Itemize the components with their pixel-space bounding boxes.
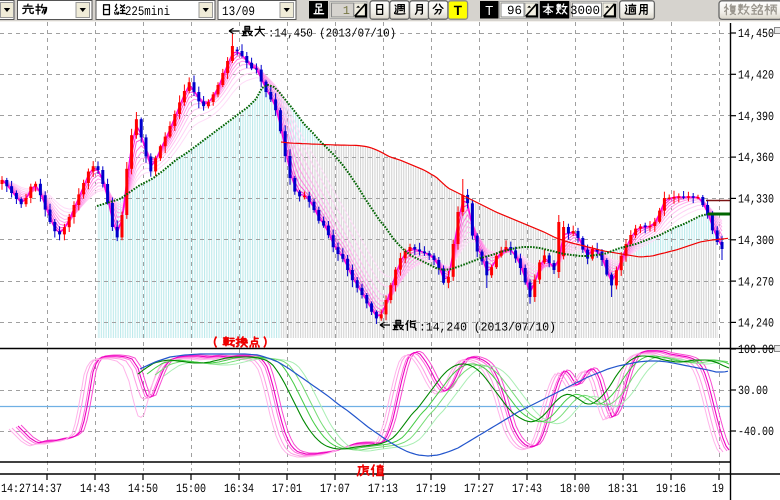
svg-text:18:00: 18:00 xyxy=(560,482,590,496)
svg-text:17:27: 17:27 xyxy=(464,482,494,496)
svg-text:14:43: 14:43 xyxy=(80,482,110,496)
svg-text:14,360: 14,360 xyxy=(738,151,774,165)
svg-text:14,420: 14,420 xyxy=(738,69,774,83)
svg-text:14,390: 14,390 xyxy=(738,110,774,124)
svg-text:30.00: 30.00 xyxy=(738,384,768,398)
svg-text:100.00: 100.00 xyxy=(738,343,774,357)
svg-text:15:00: 15:00 xyxy=(176,482,206,496)
svg-text:14,300: 14,300 xyxy=(738,234,774,248)
svg-text:16:34: 16:34 xyxy=(224,482,254,496)
svg-text:14,270: 14,270 xyxy=(738,275,774,289)
svg-text:14:27: 14:27 xyxy=(1,482,31,496)
svg-text:17:19: 17:19 xyxy=(416,482,446,496)
svg-text:T: T xyxy=(454,3,463,18)
svg-text:14,330: 14,330 xyxy=(738,193,774,207)
svg-text:17:13: 17:13 xyxy=(368,482,398,496)
svg-text:14,450: 14,450 xyxy=(738,27,774,41)
svg-text:-40.00: -40.00 xyxy=(738,425,774,439)
svg-text:14:50: 14:50 xyxy=(128,482,158,496)
svg-text:17:01: 17:01 xyxy=(272,482,302,496)
svg-text:19:16: 19:16 xyxy=(656,482,686,496)
svg-text:1: 1 xyxy=(343,4,350,18)
svg-text:13/09: 13/09 xyxy=(222,4,255,19)
svg-text:17:07: 17:07 xyxy=(320,482,350,496)
svg-text::14,450 (2013/07/10): :14,450 (2013/07/10) xyxy=(268,27,396,41)
svg-text:17:43: 17:43 xyxy=(512,482,542,496)
svg-text:225mini: 225mini xyxy=(125,4,170,19)
svg-text:T: T xyxy=(485,3,493,18)
svg-text:19: 19 xyxy=(712,482,724,496)
svg-text:14:37: 14:37 xyxy=(32,482,62,496)
svg-text:3000: 3000 xyxy=(570,4,600,18)
svg-text:96: 96 xyxy=(507,4,522,18)
svg-text:18:31: 18:31 xyxy=(608,482,638,496)
svg-text::14,240 (2013/07/10): :14,240 (2013/07/10) xyxy=(419,321,556,335)
svg-text:14,240: 14,240 xyxy=(738,317,774,331)
